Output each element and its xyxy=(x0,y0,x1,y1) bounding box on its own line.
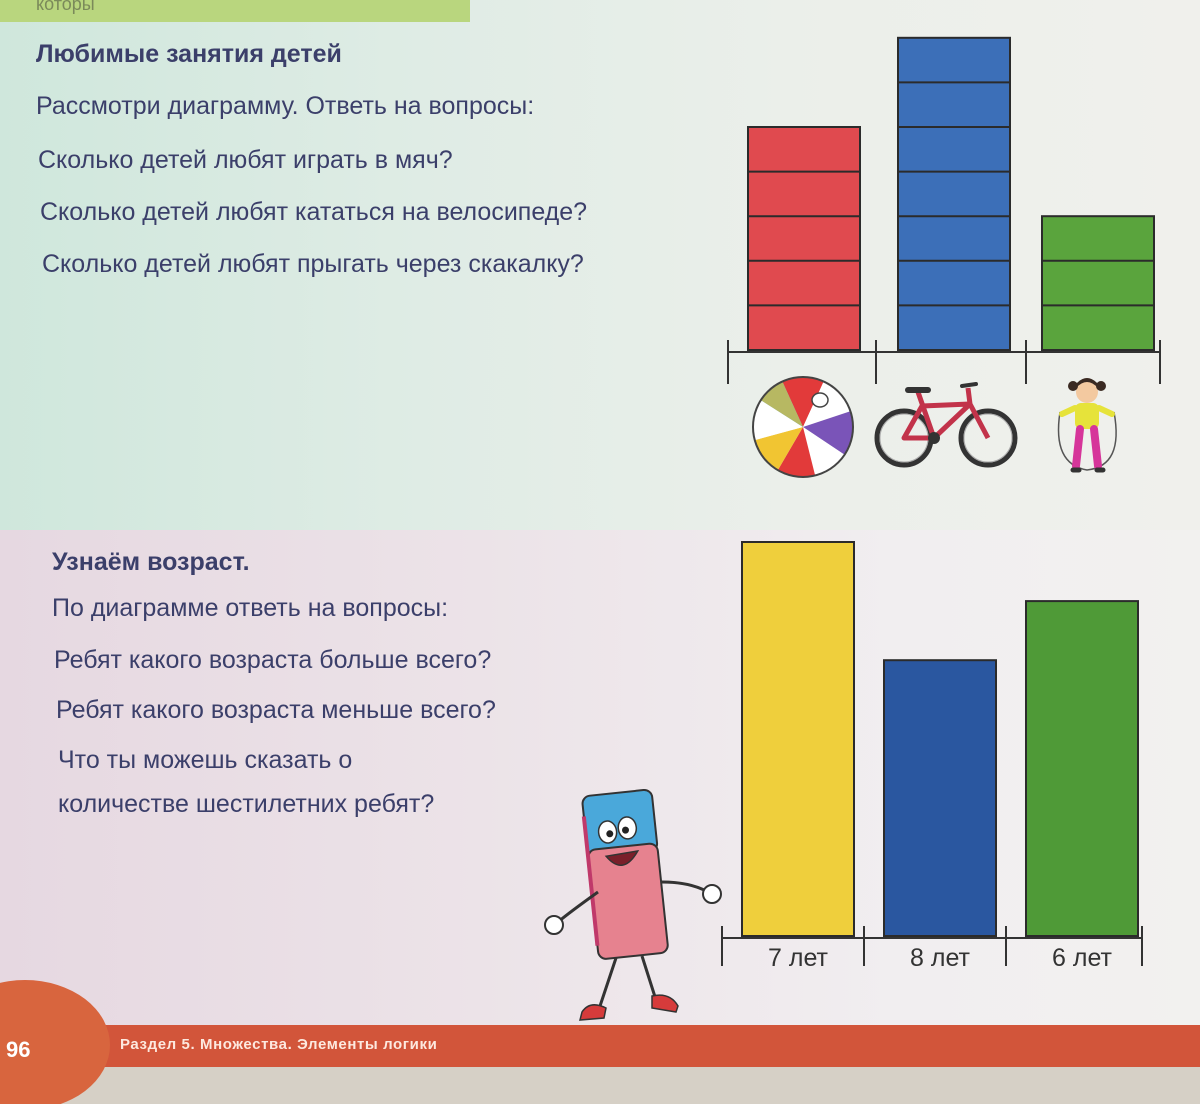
section2-line-2: Ребят какого возраста больше всего? xyxy=(54,646,492,674)
bar-ball-icon xyxy=(747,126,861,351)
section1-line-3: Сколько детей любят кататься на велосипе… xyxy=(40,198,588,226)
section2-line-4: Что ты можешь сказать о xyxy=(58,746,353,774)
activities-bar-chart xyxy=(727,36,1161,384)
jump-rope-girl-icon xyxy=(1057,378,1117,473)
section2-title: Узнаём возраст. xyxy=(52,548,250,576)
page-footer: 96 Раздел 5. Множества. Элементы логики xyxy=(0,980,1200,1104)
section1-line-1: Рассмотри диаграмму. Ответь на вопросы: xyxy=(36,92,535,120)
bar-age-1 xyxy=(741,541,855,937)
section-label: Раздел 5. Множества. Элементы логики xyxy=(120,1036,438,1053)
bicycle-icon xyxy=(874,382,1018,468)
bar-bicycle-icon xyxy=(897,36,1011,352)
section1-line-2: Сколько детей любят играть в мяч? xyxy=(38,146,453,174)
bar-age-3 xyxy=(1025,600,1139,937)
section1-title: Любимые занятия детей xyxy=(36,40,342,68)
page-number: 96 xyxy=(6,1037,31,1062)
section2-line-5: количестве шестилетних ребят? xyxy=(58,790,435,818)
footer-band xyxy=(0,1025,1200,1067)
age-tick-label: 6 лет xyxy=(1052,944,1113,972)
previous-task-strip: которы xyxy=(0,0,470,22)
bar-jump-rope-girl-icon xyxy=(1041,215,1155,351)
section1-line-4: Сколько детей любят прыгать через скакал… xyxy=(42,250,584,278)
age-tick-label: 8 лет xyxy=(910,944,971,972)
ball-icon xyxy=(752,376,854,478)
bar-age-2 xyxy=(883,659,997,937)
section2-line-3: Ребят какого возраста меньше всего? xyxy=(56,696,496,724)
section2-line-1: По диаграмме ответь на вопросы: xyxy=(52,594,449,622)
age-tick-label: 7 лет xyxy=(768,944,829,972)
eraser-mascot-illustration xyxy=(544,788,722,1021)
